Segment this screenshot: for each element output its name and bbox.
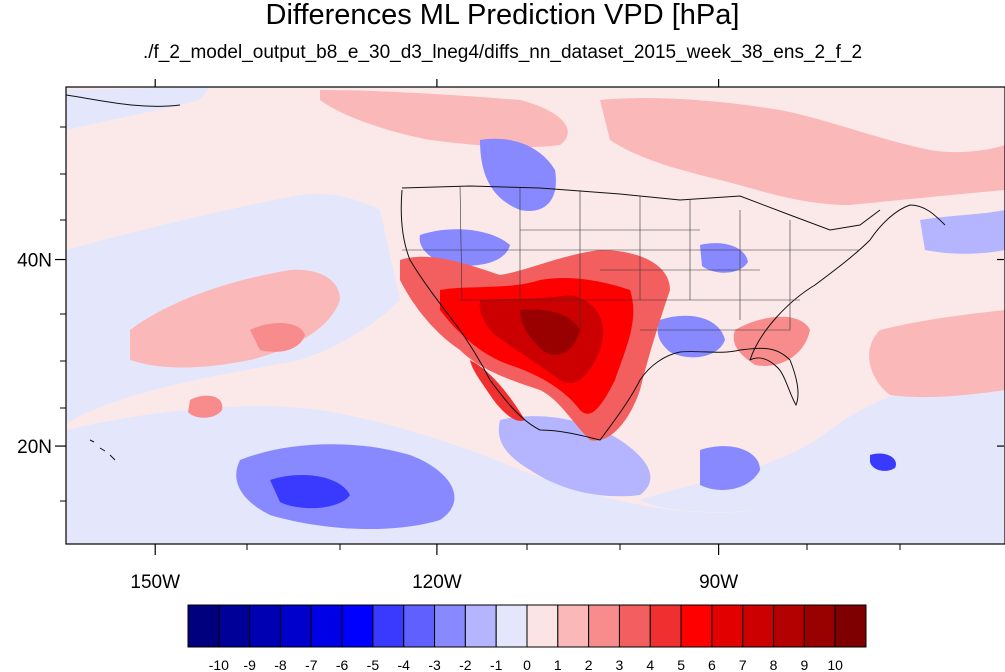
colorbar-label: -9 bbox=[243, 657, 256, 672]
atlantic-coastline bbox=[749, 204, 946, 361]
colorbar-swatch bbox=[403, 604, 436, 648]
colorbar-swatch bbox=[279, 604, 312, 648]
atlantic-pink bbox=[869, 310, 1005, 398]
colorbar-swatch bbox=[341, 604, 374, 648]
colorbar-swatch bbox=[526, 604, 559, 648]
mexico-blue bbox=[498, 416, 651, 497]
colorbar-swatch bbox=[834, 604, 867, 648]
colorbar-swatch bbox=[187, 604, 220, 648]
colorbar-label: 2 bbox=[585, 657, 593, 672]
colorbar-swatch bbox=[742, 604, 775, 648]
colorbar-swatch bbox=[588, 604, 620, 648]
colorbar-label: 8 bbox=[770, 657, 778, 672]
pacific-red-patch-1 bbox=[250, 323, 305, 352]
us-mexico-coastline bbox=[400, 189, 799, 441]
chart-subtitle: ./f_2_model_output_b8_e_30_d3_lneg4/diff… bbox=[142, 42, 863, 63]
midwest-blue bbox=[700, 243, 748, 273]
colorbar-label: -2 bbox=[459, 657, 472, 672]
lon-tick-label: 120W bbox=[412, 572, 462, 593]
colorbar-swatch bbox=[680, 604, 713, 648]
colorbar-label: 9 bbox=[800, 657, 808, 672]
caribbean-blue-patch bbox=[700, 446, 760, 490]
caribbean-blue-dot bbox=[870, 453, 896, 471]
colorbar: -10 -9 -8 -7 -6 -5 -4 -3 -2 -1 0 1 2 3 4 5 6 7 8 9 10 bbox=[187, 604, 867, 672]
colorbar-label: 10 bbox=[827, 657, 843, 672]
canada-east-pink bbox=[600, 98, 1005, 205]
pacific-red-patch-2 bbox=[188, 395, 223, 418]
us-canada-border bbox=[401, 185, 881, 231]
alaska-coast bbox=[65, 94, 181, 107]
pacific-blue-core bbox=[270, 475, 350, 509]
colorbar-swatch bbox=[618, 604, 651, 648]
colorbar-swatch bbox=[773, 604, 805, 648]
colorbar-label: -7 bbox=[305, 657, 318, 672]
alaska-blue bbox=[66, 87, 210, 130]
colorbar-label: -8 bbox=[274, 657, 287, 672]
great-basin-blue bbox=[419, 229, 510, 266]
colorbar-label: -6 bbox=[336, 657, 349, 672]
southwest-heat-core bbox=[520, 309, 580, 355]
lon-tick-label: 150W bbox=[130, 572, 180, 593]
field-layer bbox=[66, 87, 1005, 544]
colorbar-label: -5 bbox=[367, 657, 380, 672]
colorbar-label: 5 bbox=[677, 657, 685, 672]
colorbar-label: -3 bbox=[428, 657, 441, 672]
colorbar-label: 6 bbox=[708, 657, 716, 672]
colorbar-label: -4 bbox=[398, 657, 411, 672]
colorbar-swatch bbox=[372, 604, 405, 648]
colorbar-label: 3 bbox=[616, 657, 624, 672]
lat-tick-label: 40N bbox=[17, 251, 52, 272]
mississippi-blue bbox=[657, 315, 725, 358]
colorbar-label: -10 bbox=[209, 657, 229, 672]
colorbar-swatch bbox=[249, 604, 281, 648]
state-borders bbox=[402, 185, 860, 331]
colorbar-swatch bbox=[464, 604, 497, 648]
hawaii-islands bbox=[89, 439, 116, 461]
state-borders-horizontal bbox=[402, 229, 860, 331]
map-frame bbox=[65, 86, 1005, 545]
colorbar-label: -1 bbox=[490, 657, 503, 672]
colorbar-label: 0 bbox=[523, 657, 531, 672]
colorbar-swatch bbox=[434, 604, 466, 648]
colorbar-swatch bbox=[218, 604, 251, 648]
colorbar-swatch bbox=[711, 604, 744, 648]
chart-title: Differences ML Prediction VPD [hPa] bbox=[265, 0, 740, 31]
colorbar-swatch bbox=[803, 604, 836, 648]
colorbar-swatch bbox=[310, 604, 343, 648]
lon-tick-label: 90W bbox=[699, 572, 738, 593]
minor-ticks bbox=[60, 126, 901, 550]
latitude-ticks: 40N 20N bbox=[17, 251, 1004, 458]
colorbar-swatch bbox=[495, 604, 528, 648]
colorbar-label: 4 bbox=[646, 657, 654, 672]
pacific-blue-south bbox=[236, 444, 455, 530]
rockies-blue bbox=[480, 138, 556, 211]
colorbar-label: 1 bbox=[554, 657, 562, 672]
colorbar-label: 7 bbox=[739, 657, 747, 672]
colorbar-swatch bbox=[557, 604, 590, 648]
canada-pink bbox=[320, 90, 568, 148]
longitude-ticks: 150W 120W 90W bbox=[130, 79, 738, 593]
coastlines bbox=[65, 94, 946, 461]
lat-tick-label: 20N bbox=[17, 437, 52, 458]
colorbar-swatch bbox=[649, 604, 682, 648]
